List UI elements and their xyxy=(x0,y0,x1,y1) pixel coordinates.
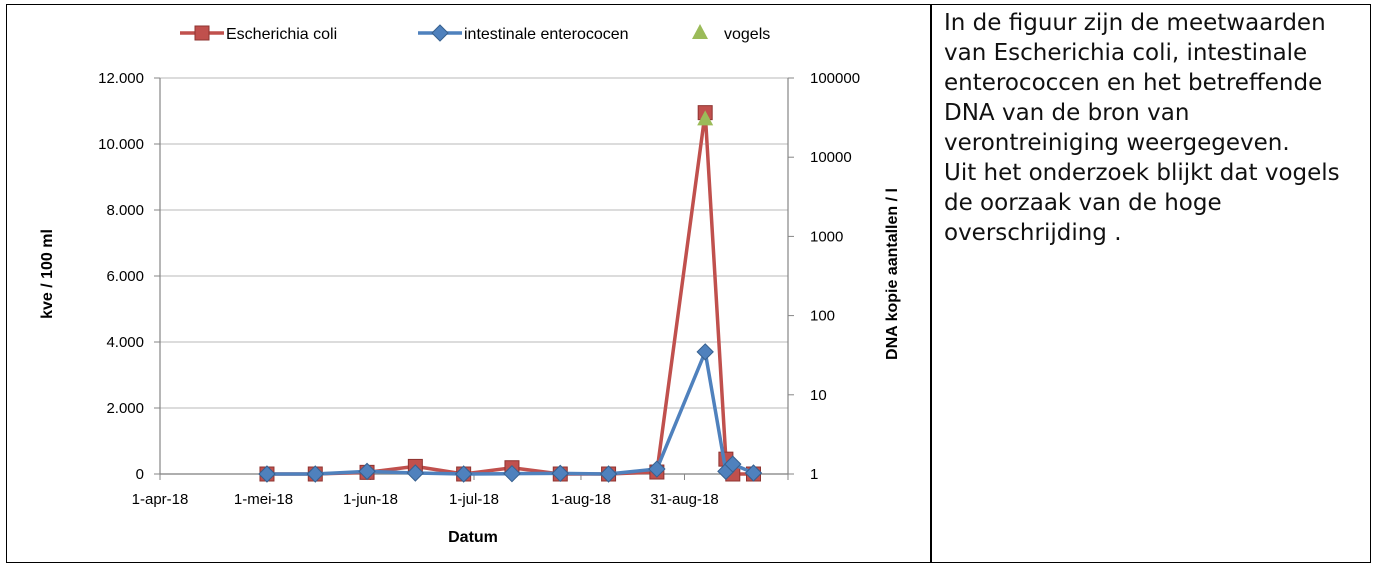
data-point-enterococcen xyxy=(406,464,425,482)
data-point-enterococcen xyxy=(724,455,742,473)
y-left-tick-label: 10.000 xyxy=(98,136,144,153)
legend-label-vogels: vogels xyxy=(724,26,770,43)
table-border xyxy=(6,4,1371,563)
data-point-enterococcen xyxy=(358,462,376,481)
data-point-enterococcen xyxy=(599,465,618,483)
legend-marker-ecoli xyxy=(194,25,210,41)
column-divider xyxy=(930,4,932,563)
y-right-tick-label: 1 xyxy=(810,466,818,483)
gridlines xyxy=(160,77,788,475)
series-line-ecoli xyxy=(266,110,754,476)
x-tick-label: 1-jul-18 xyxy=(449,491,499,508)
data-point-vogels xyxy=(697,110,714,126)
y-left-tick-label: 4.000 xyxy=(106,334,144,351)
x-axis-title: Datum xyxy=(448,529,498,546)
legend-label-ecoli: Escherichia coli xyxy=(226,26,337,43)
y-right-tick-label: 10 xyxy=(810,387,827,404)
y-right-tick-label: 100000 xyxy=(810,70,860,87)
data-point-enterococcen xyxy=(744,464,763,482)
explanation-paragraph-1: In de figuur zijn de meetwaarden van Esc… xyxy=(944,10,1326,156)
chart: 0 2.000 4.000 6.000 8.000 10.000 12.000 1 10 100 1… xyxy=(39,24,901,546)
legend: Escherichia coli intestinale enterococen v… xyxy=(180,24,770,43)
y-right-tick-label: 10000 xyxy=(810,149,852,166)
x-tick-label: 1-mei-18 xyxy=(234,491,293,508)
data-point-enterococcen xyxy=(258,465,276,483)
x-tick-label: 31-aug-18 xyxy=(650,491,718,508)
y-left-tick-label: 0 xyxy=(136,466,144,483)
y-left-tick-label: 2.000 xyxy=(106,400,144,417)
data-point-enterococcen xyxy=(503,464,521,483)
y-axis-left-title: kve / 100 ml xyxy=(39,229,56,319)
data-point-enterococcen xyxy=(306,465,324,483)
x-tick-label: 1-jun-18 xyxy=(343,491,398,508)
legend-label-enterococcen: intestinale enterococen xyxy=(464,26,629,43)
data-point-enterococcen xyxy=(551,464,569,483)
chart-cell: 0 2.000 4.000 6.000 8.000 10.000 12.000 1 10 100 1… xyxy=(8,6,928,561)
explanation-panel: In de figuur zijn de meetwaarden van Esc… xyxy=(944,8,1364,548)
y-left-tick-label: 12.000 xyxy=(98,70,144,87)
y-right-tick-label: 100 xyxy=(810,308,835,325)
data-point-enterococcen xyxy=(454,465,473,483)
y-axis-right-title: DNA kopie aantallen / l xyxy=(884,188,901,360)
explanation-paragraph-2: Uit het onderzoek blijkt dat vogels de o… xyxy=(944,160,1340,246)
data-point-enterococcen xyxy=(648,460,666,478)
axes: 0 2.000 4.000 6.000 8.000 10.000 12.000 1 10 100 1… xyxy=(98,70,860,508)
data-point-enterococcen xyxy=(696,343,714,361)
y-right-tick-label: 1000 xyxy=(810,228,843,245)
legend-marker-vogels xyxy=(692,24,708,39)
series xyxy=(258,105,763,483)
y-left-tick-label: 8.000 xyxy=(106,202,144,219)
y-left-tick-label: 6.000 xyxy=(106,268,144,285)
x-tick-label: 1-aug-18 xyxy=(551,491,611,508)
x-tick-label: 1-apr-18 xyxy=(132,491,189,508)
series-line-enterococcen xyxy=(266,350,755,476)
legend-marker-enterococcen xyxy=(431,24,449,42)
